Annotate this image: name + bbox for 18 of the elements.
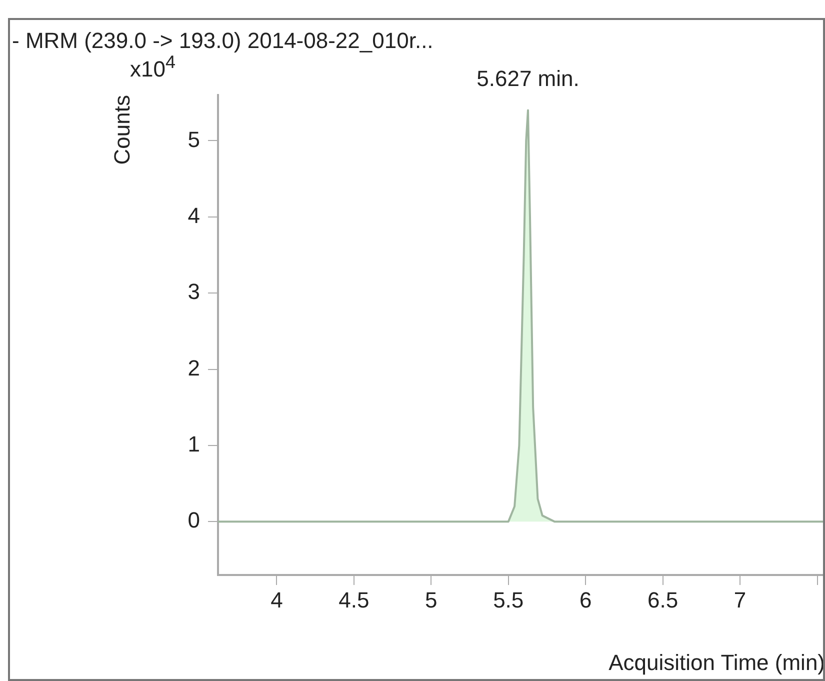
y-axis-title: Counts (109, 95, 134, 165)
chart-title: - MRM (239.0 -> 193.0) 2014-08-22_010r... (12, 28, 434, 53)
annotation: 5.627 min. (476, 66, 580, 92)
x-axis-title: Acquisition Time (min) (608, 650, 825, 675)
y-tick-label: 2 (188, 355, 200, 380)
y-tick-label: 5 (188, 126, 200, 152)
text: x10$^{4}$ (130, 52, 176, 82)
x-tick-label: 6 (579, 587, 592, 612)
y-tick-label: 3 (188, 279, 200, 304)
y-tick-label: 0 (188, 508, 200, 533)
x-tick-label: 5 (425, 587, 438, 612)
x-tick-label: 7 (734, 587, 746, 612)
y-tick-label: 1 (188, 432, 200, 457)
y-tick-label: 4 (188, 202, 200, 228)
x-tick-label: 6.5 (648, 587, 678, 612)
x-tick-label: 5.5 (493, 587, 524, 612)
x-tick-label: 4 (270, 587, 283, 612)
x-tick-label: 4.5 (338, 587, 370, 612)
